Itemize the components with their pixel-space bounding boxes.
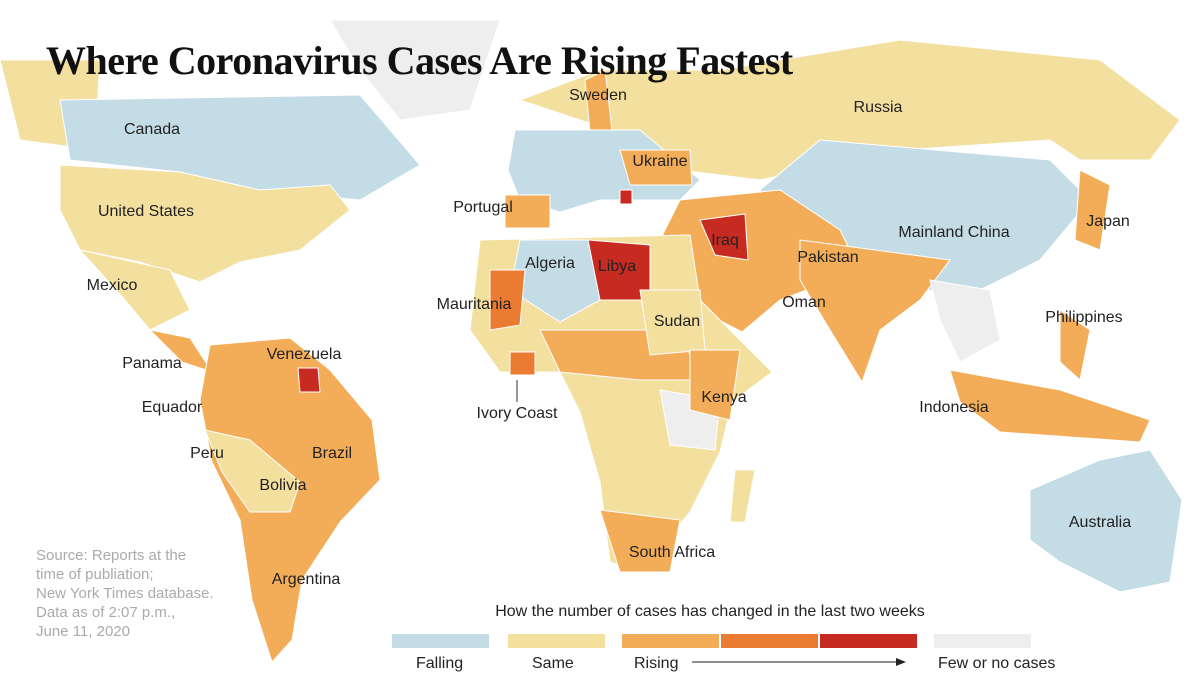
region	[799, 239, 951, 384]
country-label: Libya	[598, 258, 636, 275]
region	[929, 279, 1001, 363]
source-note: June 11, 2020	[36, 623, 130, 640]
region	[504, 194, 551, 229]
country-label: Mauritania	[437, 296, 512, 313]
legend-label: Falling	[416, 655, 463, 672]
legend-label: Few or no cases	[938, 655, 1055, 672]
country-label: Canada	[124, 121, 180, 138]
legend-arrowhead	[896, 658, 906, 666]
country-label: Sweden	[569, 87, 627, 104]
country-label: Panama	[122, 355, 182, 372]
region	[619, 149, 693, 186]
region	[599, 509, 681, 573]
source-note: New York Times database.	[36, 585, 214, 602]
country-label: Ukraine	[632, 153, 687, 170]
region	[59, 164, 351, 283]
region	[729, 469, 756, 523]
country-label: Iraq	[711, 232, 739, 249]
legend-swatch	[934, 634, 1031, 648]
legend-label: Rising	[634, 655, 678, 672]
legend-label: Same	[532, 655, 574, 672]
legend-swatch	[721, 634, 818, 648]
country-label: Portugal	[453, 199, 513, 216]
legend-swatch	[622, 634, 719, 648]
country-label: Pakistan	[797, 249, 858, 266]
country-label: Bolivia	[259, 477, 306, 494]
country-label: Sudan	[654, 313, 700, 330]
country-label: Japan	[1086, 213, 1130, 230]
country-label: Brazil	[312, 445, 352, 462]
legend-swatch	[392, 634, 489, 648]
region	[509, 351, 536, 376]
country-label: Equador	[142, 399, 203, 416]
region	[1059, 309, 1091, 381]
source-note: Data as of 2:07 p.m.,	[36, 604, 175, 621]
region	[949, 369, 1151, 443]
region	[489, 269, 526, 331]
legend-title: How the number of cases has changed in t…	[495, 603, 925, 620]
country-label: Mainland China	[898, 224, 1009, 241]
source-note: time of publiation;	[36, 566, 154, 583]
region	[1074, 169, 1111, 251]
country-label: Venezuela	[267, 346, 342, 363]
country-label: Argentina	[272, 571, 341, 588]
country-label: Kenya	[701, 389, 746, 406]
country-label: Mexico	[87, 277, 138, 294]
region	[619, 189, 633, 205]
country-label: Algeria	[525, 255, 575, 272]
country-label: Philippines	[1045, 309, 1122, 326]
country-label: United States	[98, 203, 194, 220]
legend-swatch	[508, 634, 605, 648]
country-label: Peru	[190, 445, 224, 462]
region	[204, 429, 301, 513]
region	[329, 19, 501, 121]
region	[78, 249, 191, 331]
country-label: Indonesia	[919, 399, 988, 416]
country-label: Russia	[854, 99, 903, 116]
country-label: South Africa	[629, 544, 715, 561]
country-label: Australia	[1069, 514, 1131, 531]
land	[0, 19, 1183, 663]
legend-swatch	[820, 634, 917, 648]
labels: Sweden Russia Canada Ukraine Portugal United …	[36, 87, 1131, 672]
country-label: Oman	[782, 294, 826, 311]
source-note: Source: Reports at the	[36, 547, 186, 564]
region	[297, 367, 321, 393]
region	[689, 349, 741, 421]
country-label: Ivory Coast	[477, 405, 558, 422]
region	[1029, 449, 1183, 593]
title: Where Coronavirus Cases Are Rising Faste…	[46, 38, 794, 83]
region	[699, 213, 749, 261]
